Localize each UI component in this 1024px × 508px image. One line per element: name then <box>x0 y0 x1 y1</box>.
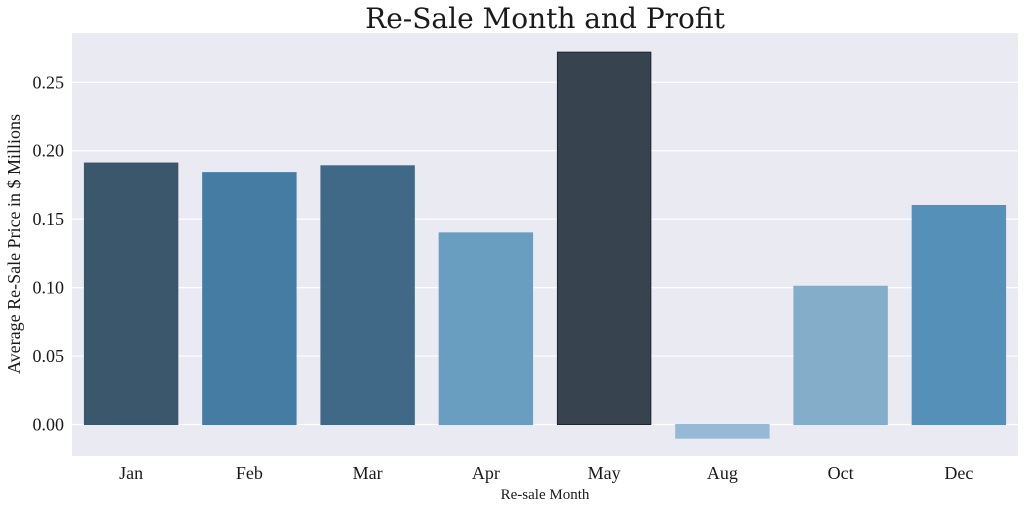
x-axis-label: Re-sale Month <box>501 487 590 503</box>
bar-dec <box>911 204 1007 426</box>
y-tick-label: 0.25 <box>33 72 65 92</box>
x-axis-ticks: Jan Feb Mar Apr May Aug Oct Dec <box>119 463 973 483</box>
y-axis-label: Average Re-Sale Price in $ Millions <box>4 114 24 374</box>
x-tick-label: Oct <box>828 463 854 483</box>
x-tick-label: Aug <box>707 463 738 483</box>
chart-title: Re-Sale Month and Profit <box>365 2 725 35</box>
bars <box>83 51 1007 439</box>
bar-may <box>556 51 652 426</box>
x-tick-label: Dec <box>944 463 973 483</box>
x-tick-label: Jan <box>119 463 143 483</box>
x-tick-label: May <box>588 463 621 483</box>
bar-aug <box>675 424 770 439</box>
bar-jan <box>83 162 179 426</box>
y-tick-label: 0.00 <box>33 415 65 435</box>
bar-feb <box>202 172 297 426</box>
y-axis-ticks: 0.00 0.05 0.10 0.15 0.20 0.25 <box>33 72 65 434</box>
y-tick-label: 0.15 <box>33 209 65 229</box>
x-tick-label: Feb <box>236 463 263 483</box>
x-tick-label: Mar <box>353 463 383 483</box>
y-tick-label: 0.10 <box>33 278 65 298</box>
y-tick-label: 0.05 <box>33 346 65 366</box>
bar-mar <box>320 165 415 426</box>
bar-oct <box>793 285 888 426</box>
bar-apr <box>438 232 534 426</box>
y-tick-label: 0.20 <box>33 141 65 161</box>
x-tick-label: Apr <box>472 463 500 483</box>
